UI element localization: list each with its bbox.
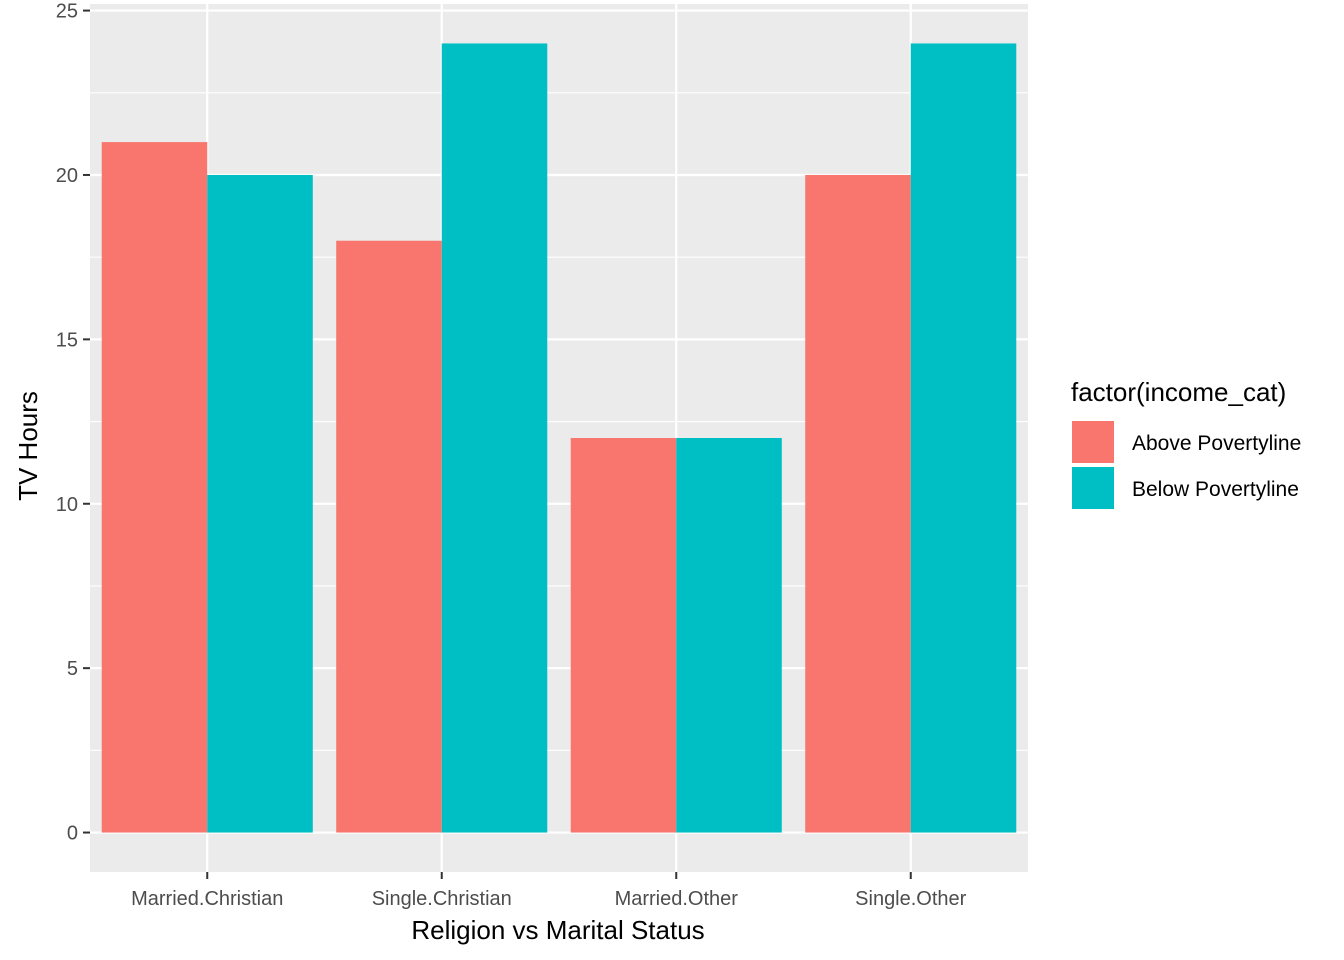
x-axis: Married.Christian Single.Christian Married… xyxy=(131,872,967,910)
legend-label: Below Povertyline xyxy=(1132,478,1299,501)
x-tick-label: Married.Christian xyxy=(131,888,283,910)
y-tick-label: 0 xyxy=(67,823,78,845)
bar xyxy=(676,438,782,833)
bar xyxy=(336,240,442,833)
x-tick-label: Single.Christian xyxy=(372,888,512,910)
bar xyxy=(207,174,313,833)
y-tick-label: 20 xyxy=(56,165,78,187)
bar xyxy=(805,174,911,833)
y-tick-label: 10 xyxy=(56,494,78,516)
legend-label: Above Povertyline xyxy=(1132,432,1301,455)
x-tick-label: Married.Other xyxy=(615,888,739,910)
bar xyxy=(441,43,548,833)
y-axis: 0 5 10 15 20 25 xyxy=(56,1,90,845)
x-tick-label: Single.Other xyxy=(855,888,967,910)
legend-swatch xyxy=(1072,467,1114,509)
legend-swatch xyxy=(1072,421,1114,463)
legend: factor(income_cat) Above Povertyline Belo… xyxy=(1071,377,1301,509)
bar xyxy=(910,43,1017,833)
y-tick-label: 5 xyxy=(67,658,78,680)
y-axis-title: TV Hours xyxy=(13,391,43,501)
bars xyxy=(101,43,1017,833)
legend-items: Above Povertyline Below Povertyline xyxy=(1072,421,1301,509)
legend-title: factor(income_cat) xyxy=(1071,377,1286,407)
bar xyxy=(570,438,677,833)
x-axis-title: Religion vs Marital Status xyxy=(411,915,704,945)
y-tick-label: 15 xyxy=(56,329,78,351)
y-tick-label: 25 xyxy=(56,1,78,23)
bar xyxy=(101,142,208,833)
